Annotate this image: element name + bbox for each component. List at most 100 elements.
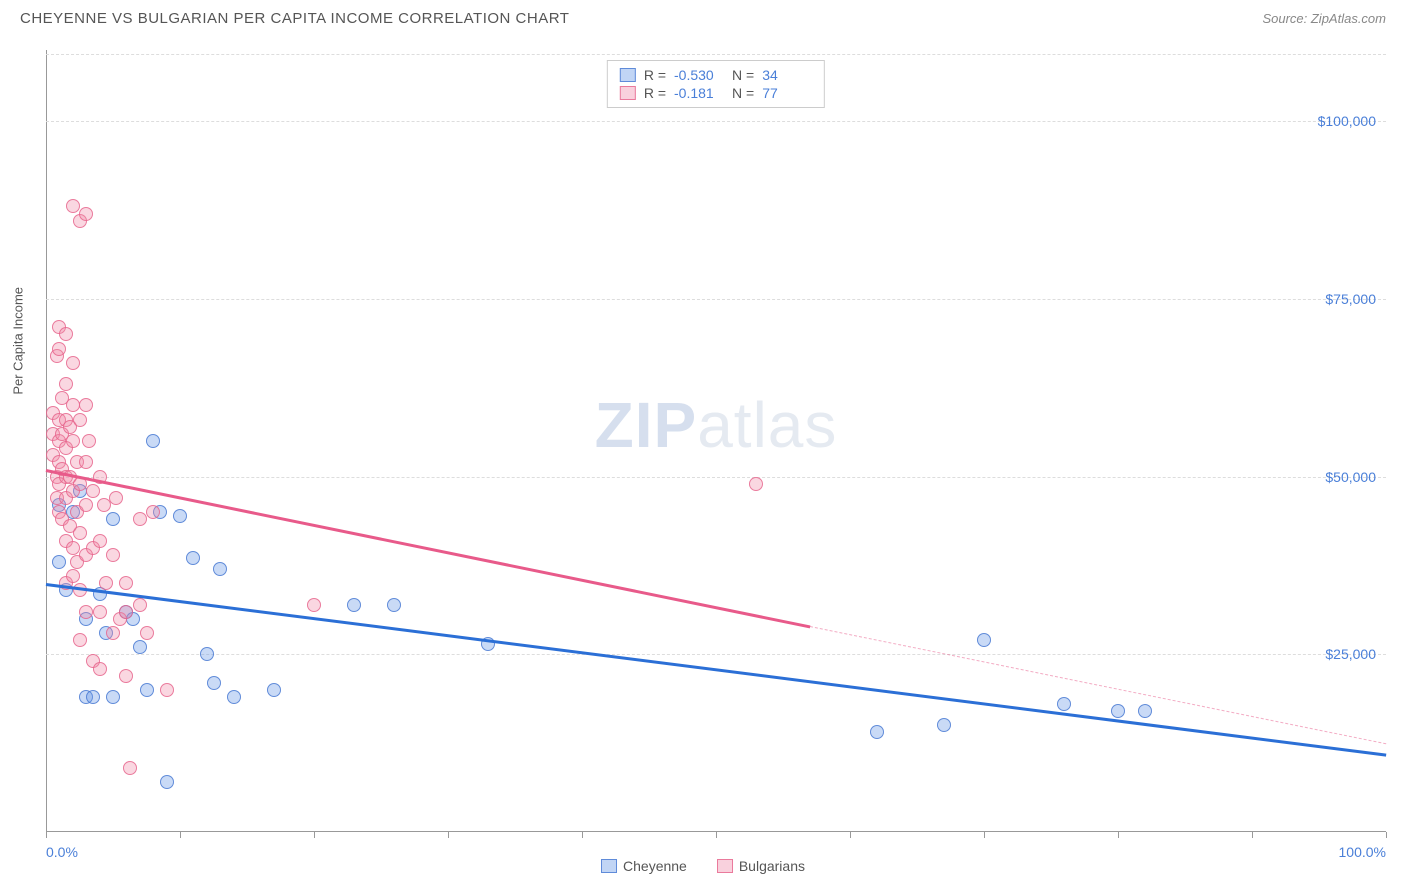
legend-item: Bulgarians bbox=[717, 858, 805, 874]
data-point bbox=[79, 207, 93, 221]
legend-n-label: N = bbox=[732, 85, 754, 101]
data-point bbox=[79, 455, 93, 469]
data-point bbox=[870, 725, 884, 739]
data-point bbox=[123, 761, 137, 775]
data-point bbox=[66, 356, 80, 370]
data-point bbox=[207, 676, 221, 690]
data-point bbox=[73, 633, 87, 647]
data-point bbox=[93, 534, 107, 548]
legend-n-value: 77 bbox=[762, 85, 812, 101]
data-point bbox=[140, 626, 154, 640]
gridline bbox=[46, 121, 1386, 122]
data-point bbox=[109, 491, 123, 505]
x-tick bbox=[1252, 832, 1253, 838]
data-point bbox=[52, 342, 66, 356]
gridline bbox=[46, 299, 1386, 300]
data-point bbox=[93, 662, 107, 676]
legend-r-value: -0.181 bbox=[674, 85, 724, 101]
x-tick bbox=[180, 832, 181, 838]
legend-item: Cheyenne bbox=[601, 858, 687, 874]
legend-label: Bulgarians bbox=[739, 858, 805, 874]
data-point bbox=[73, 413, 87, 427]
data-point bbox=[133, 640, 147, 654]
x-tick bbox=[850, 832, 851, 838]
plot-area: ZIPatlas 0.0% 100.0% R =-0.530N =34R =-0… bbox=[46, 50, 1386, 832]
x-tick bbox=[582, 832, 583, 838]
correlation-legend: R = -0.530 N = 34 R = -0.181 N = 77 bbox=[607, 60, 825, 108]
chart-header: CHEYENNE VS BULGARIAN PER CAPITA INCOME … bbox=[0, 0, 1406, 35]
chart-container: Per Capita Income ZIPatlas 0.0% 100.0% R… bbox=[46, 50, 1386, 832]
legend-r-label: R = bbox=[644, 67, 666, 83]
gridline bbox=[46, 654, 1386, 655]
legend-row: R = -0.181 N = 77 bbox=[620, 84, 812, 102]
data-point bbox=[119, 576, 133, 590]
y-tick-label: $100,000 bbox=[1318, 113, 1376, 129]
x-tick bbox=[448, 832, 449, 838]
data-point bbox=[59, 327, 73, 341]
y-tick-label: $50,000 bbox=[1325, 469, 1376, 485]
watermark: ZIPatlas bbox=[595, 388, 838, 462]
gridline bbox=[46, 477, 1386, 478]
data-point bbox=[267, 683, 281, 697]
data-point bbox=[1111, 704, 1125, 718]
series-legend: Cheyenne Bulgarians bbox=[601, 858, 805, 874]
data-point bbox=[66, 569, 80, 583]
x-tick bbox=[314, 832, 315, 838]
chart-title: CHEYENNE VS BULGARIAN PER CAPITA INCOME … bbox=[20, 10, 569, 27]
data-point bbox=[106, 548, 120, 562]
data-point bbox=[59, 377, 73, 391]
legend-n-value: 34 bbox=[762, 67, 812, 83]
legend-swatch bbox=[717, 859, 733, 873]
data-point bbox=[227, 690, 241, 704]
x-tick bbox=[984, 832, 985, 838]
x-min-label: 0.0% bbox=[46, 844, 78, 860]
data-point bbox=[1057, 697, 1071, 711]
x-tick bbox=[46, 832, 47, 838]
chart-source: Source: ZipAtlas.com bbox=[1262, 11, 1386, 26]
data-point bbox=[977, 633, 991, 647]
data-point bbox=[307, 598, 321, 612]
data-point bbox=[1138, 704, 1152, 718]
x-max-label: 100.0% bbox=[1339, 844, 1386, 860]
data-point bbox=[99, 576, 113, 590]
data-point bbox=[106, 512, 120, 526]
data-point bbox=[73, 526, 87, 540]
trend-line-extrapolated bbox=[810, 626, 1386, 744]
legend-row: R = -0.530 N = 34 bbox=[620, 66, 812, 84]
legend-n-label: N = bbox=[732, 67, 754, 83]
trend-line bbox=[46, 583, 1386, 756]
data-point bbox=[200, 647, 214, 661]
y-tick-label: $75,000 bbox=[1325, 291, 1376, 307]
data-point bbox=[79, 498, 93, 512]
legend-r-label: R = bbox=[644, 85, 666, 101]
legend-swatch bbox=[601, 859, 617, 873]
y-axis bbox=[46, 50, 47, 832]
data-point bbox=[86, 484, 100, 498]
data-point bbox=[119, 605, 133, 619]
data-point bbox=[66, 541, 80, 555]
data-point bbox=[106, 626, 120, 640]
data-point bbox=[133, 598, 147, 612]
data-point bbox=[93, 605, 107, 619]
data-point bbox=[52, 555, 66, 569]
data-point bbox=[186, 551, 200, 565]
data-point bbox=[106, 690, 120, 704]
legend-swatch bbox=[620, 68, 636, 82]
data-point bbox=[140, 683, 154, 697]
x-tick bbox=[1118, 832, 1119, 838]
legend-label: Cheyenne bbox=[623, 858, 687, 874]
legend-swatch bbox=[620, 86, 636, 100]
data-point bbox=[146, 505, 160, 519]
x-tick bbox=[716, 832, 717, 838]
y-tick-label: $25,000 bbox=[1325, 646, 1376, 662]
data-point bbox=[133, 512, 147, 526]
x-tick bbox=[1386, 832, 1387, 838]
legend-r-value: -0.530 bbox=[674, 67, 724, 83]
data-point bbox=[79, 398, 93, 412]
data-point bbox=[160, 683, 174, 697]
data-point bbox=[82, 434, 96, 448]
gridline bbox=[46, 54, 1386, 55]
trend-line bbox=[46, 469, 810, 628]
data-point bbox=[86, 690, 100, 704]
data-point bbox=[66, 398, 80, 412]
